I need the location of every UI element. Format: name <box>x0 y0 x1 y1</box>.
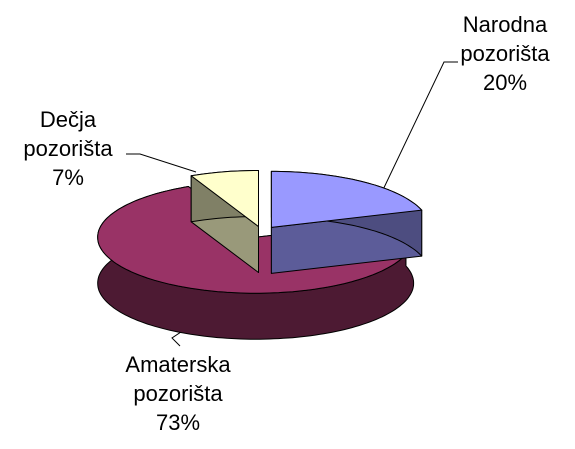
slice-label: Amaterska pozorišta 73% <box>113 350 243 437</box>
category-label: Narodna pozorišta <box>460 12 550 66</box>
slice-label: Dečja pozorišta 7% <box>3 105 133 192</box>
slice <box>270 170 423 228</box>
value-label: 7% <box>52 165 84 190</box>
value-label: 73% <box>155 410 201 435</box>
leader-line <box>379 61 458 197</box>
value-label: 20% <box>482 70 528 95</box>
slice <box>190 170 259 227</box>
category-label: Amaterska pozorišta <box>125 352 231 406</box>
slice-label: Narodna pozorišta 20% <box>440 10 570 97</box>
leader-line <box>126 153 197 173</box>
category-label: Dečja pozorišta <box>23 107 113 161</box>
